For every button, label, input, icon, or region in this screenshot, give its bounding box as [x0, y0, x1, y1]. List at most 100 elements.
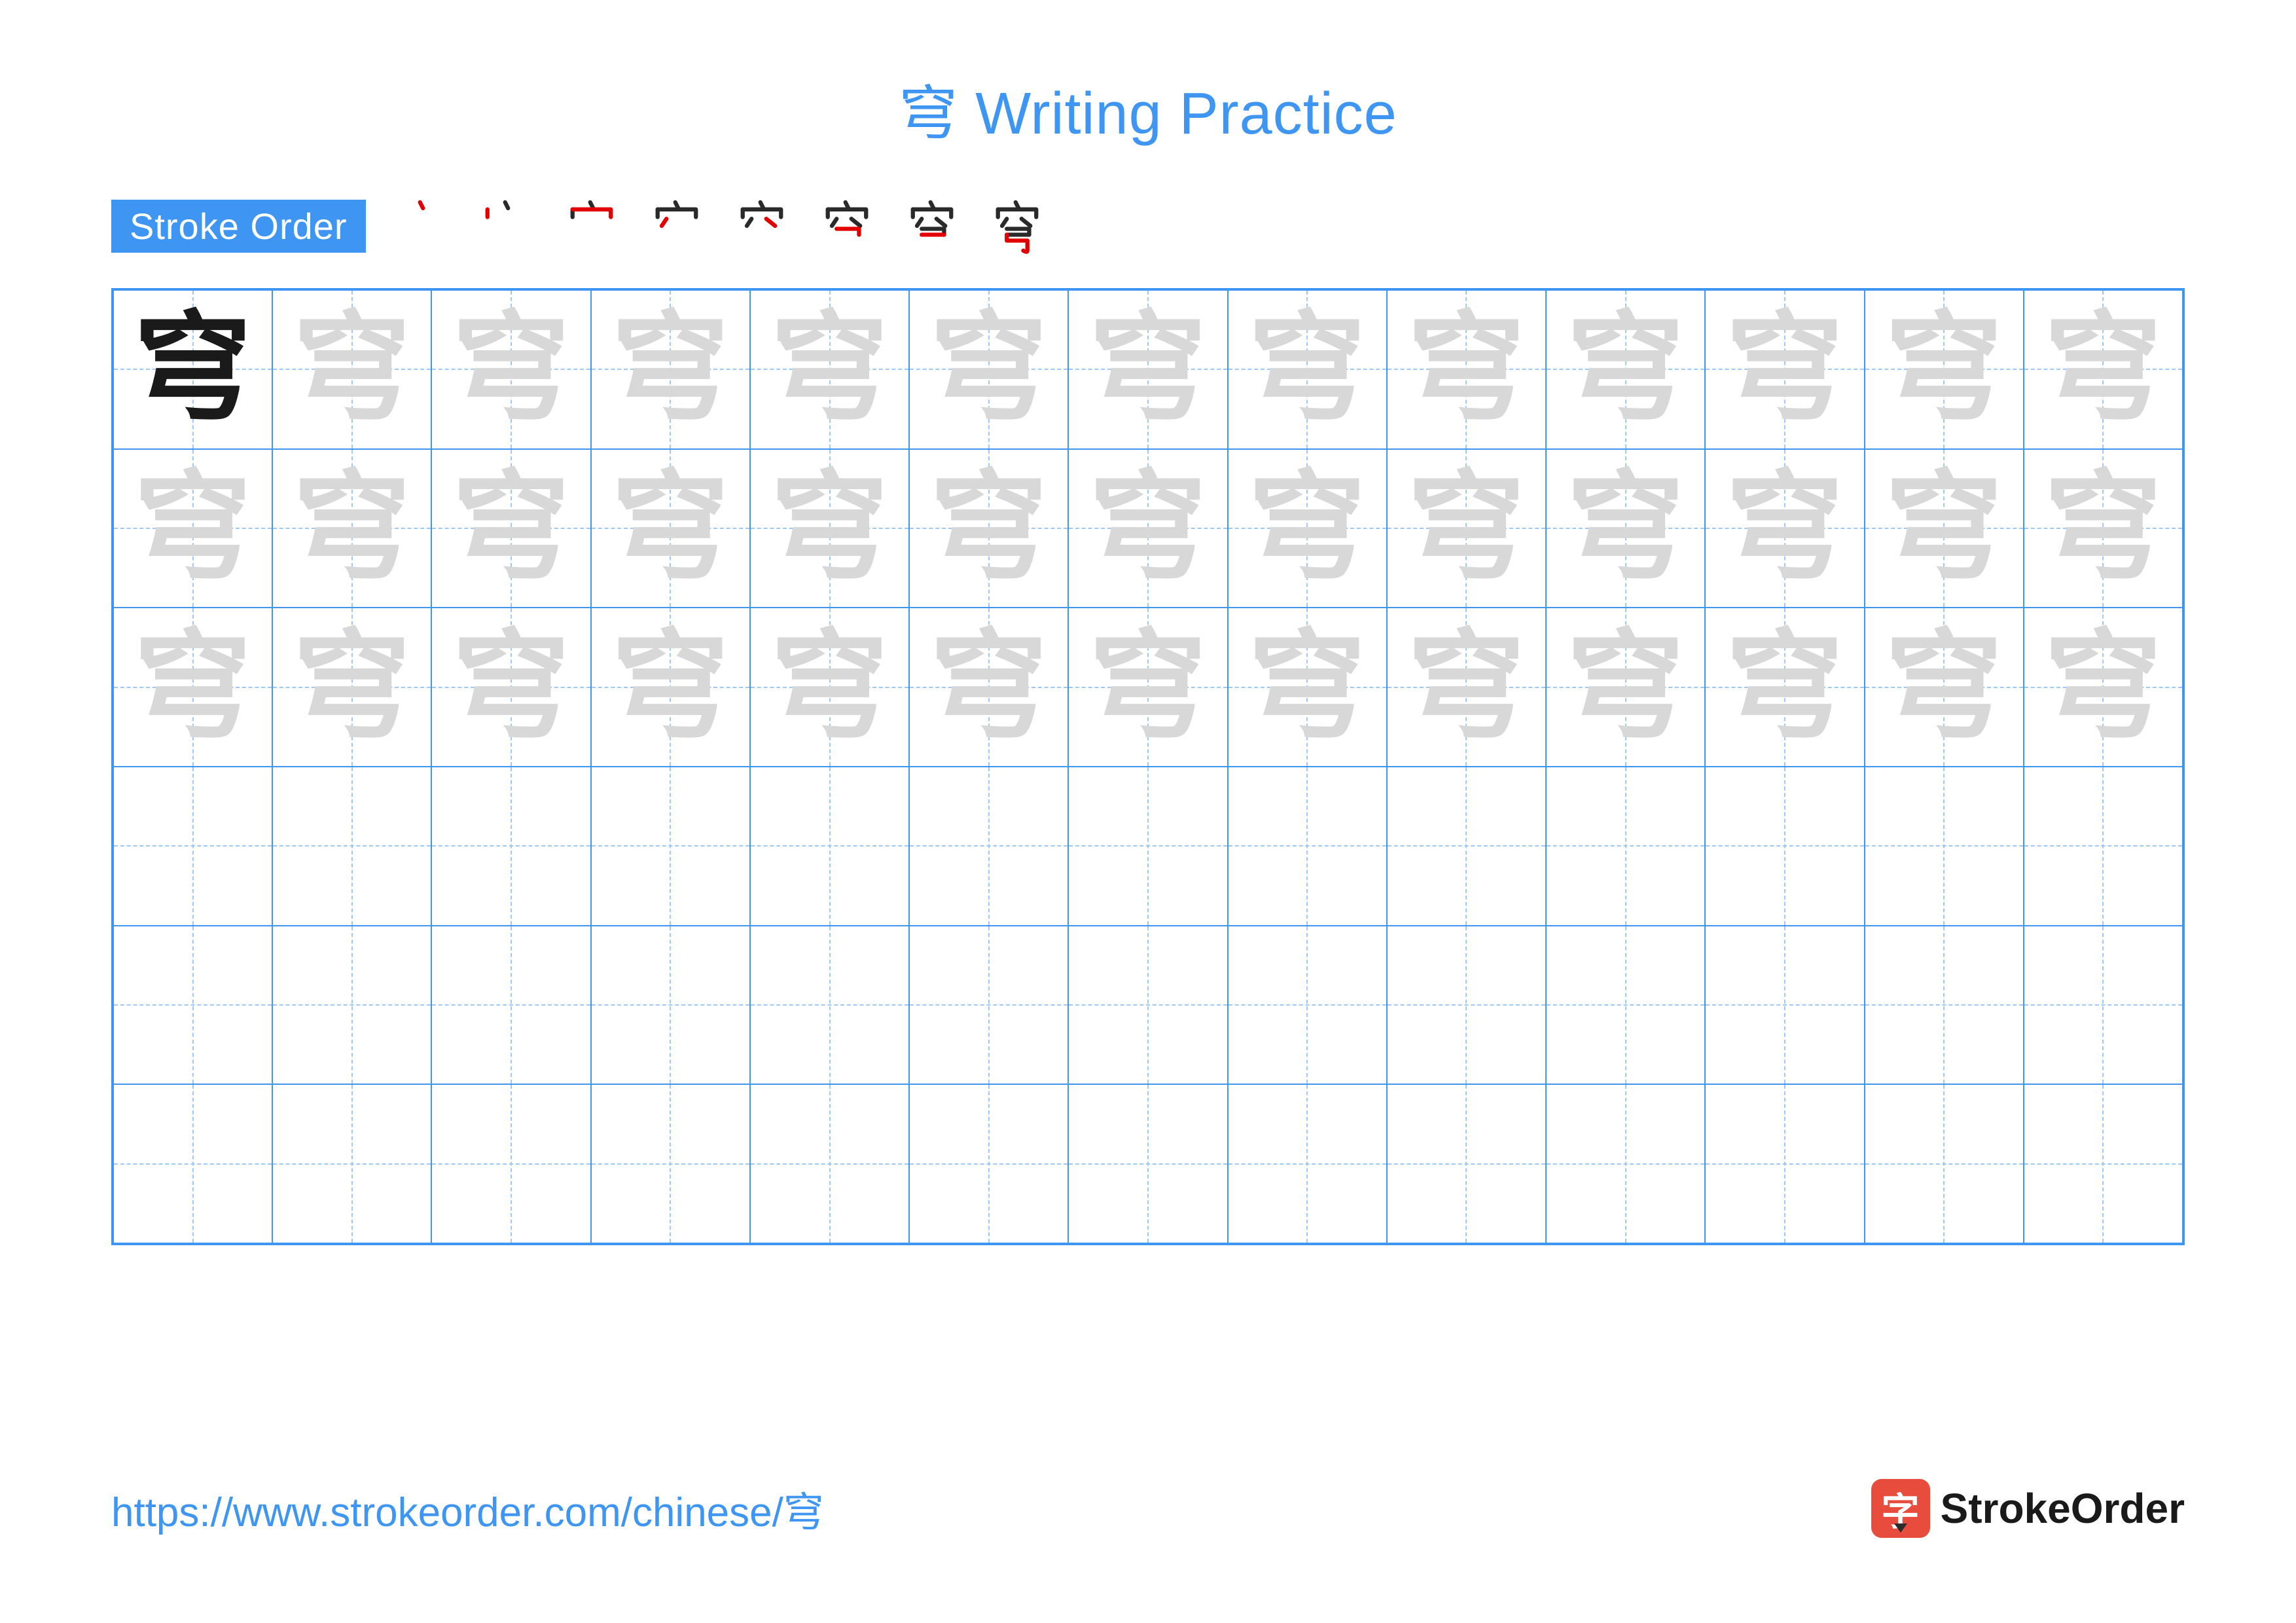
grid-cell: 穹: [1865, 608, 2024, 767]
trace-character: 穹: [1567, 469, 1685, 587]
model-character: 穹: [134, 310, 252, 428]
page-title: 穹 Writing Practice: [111, 65, 2185, 151]
trace-character: 穹: [293, 469, 411, 587]
grid-cell: 穹: [431, 449, 590, 608]
grid-cell: [591, 1084, 750, 1243]
grid-cell: [2024, 767, 2183, 926]
grid-cell: 穹: [1068, 290, 1227, 449]
grid-cell: [431, 926, 590, 1085]
stroke-steps: [392, 196, 1047, 255]
trace-character: 穹: [134, 629, 252, 746]
trace-character: 穹: [293, 310, 411, 428]
trace-character: 穹: [1567, 310, 1685, 428]
grid-cell: 穹: [272, 449, 431, 608]
trace-character: 穹: [1089, 469, 1207, 587]
trace-character: 穹: [1407, 310, 1525, 428]
grid-cell: 穹: [591, 608, 750, 767]
grid-cell: 穹: [113, 608, 272, 767]
grid-cell: [1546, 1084, 1705, 1243]
stroke-step-2: [477, 196, 536, 255]
trace-character: 穹: [452, 629, 570, 746]
grid-cell: [1228, 926, 1387, 1085]
practice-grid: 穹穹穹穹穹穹穹穹穹穹穹穹穹穹穹穹穹穹穹穹穹穹穹穹穹穹穹穹穹穹穹穹穹穹穹穹穹穹穹: [111, 288, 2185, 1245]
grid-cell: [1228, 767, 1387, 926]
trace-character: 穹: [134, 469, 252, 587]
trace-character: 穹: [1089, 310, 1207, 428]
grid-cell: [1068, 926, 1227, 1085]
grid-cell: 穹: [1865, 290, 2024, 449]
grid-cell: 穹: [591, 290, 750, 449]
grid-cell: 穹: [909, 449, 1068, 608]
grid-cell: [272, 926, 431, 1085]
grid-cell: 穹: [113, 449, 272, 608]
grid-cell: [1705, 767, 1864, 926]
stroke-order-row: Stroke Order: [111, 196, 2185, 255]
grid-cell: 穹: [750, 608, 909, 767]
grid-cell: 穹: [2024, 449, 2183, 608]
grid-cell: [1068, 767, 1227, 926]
grid-cell: 穹: [272, 608, 431, 767]
stroke-order-badge: Stroke Order: [111, 200, 366, 253]
logo: 字 StrokeOrder: [1871, 1479, 2185, 1538]
trace-character: 穹: [1407, 629, 1525, 746]
grid-cell: [2024, 1084, 2183, 1243]
trace-character: 穹: [1726, 310, 1844, 428]
trace-character: 穹: [930, 469, 1048, 587]
grid-cell: 穹: [431, 608, 590, 767]
trace-character: 穹: [611, 629, 729, 746]
trace-character: 穹: [611, 310, 729, 428]
trace-character: 穹: [2044, 310, 2162, 428]
grid-cell: 穹: [1546, 449, 1705, 608]
grid-cell: [1865, 926, 2024, 1085]
grid-cell: 穹: [750, 449, 909, 608]
trace-character: 穹: [1567, 629, 1685, 746]
grid-cell: 穹: [591, 449, 750, 608]
grid-cell: 穹: [1705, 449, 1864, 608]
grid-cell: [1865, 767, 2024, 926]
trace-character: 穹: [930, 629, 1048, 746]
trace-character: 穹: [771, 629, 889, 746]
trace-character: 穹: [611, 469, 729, 587]
grid-cell: 穹: [1705, 290, 1864, 449]
grid-cell: 穹: [909, 608, 1068, 767]
grid-cell: [113, 767, 272, 926]
grid-cell: [1705, 926, 1864, 1085]
grid-cell: [909, 926, 1068, 1085]
grid-cell: 穹: [909, 290, 1068, 449]
grid-cell: 穹: [113, 290, 272, 449]
grid-cell: [1387, 767, 1546, 926]
grid-cell: [591, 767, 750, 926]
grid-cell: 穹: [1865, 449, 2024, 608]
grid-cell: [272, 767, 431, 926]
grid-cell: [1865, 1084, 2024, 1243]
stroke-step-3: [562, 196, 621, 255]
grid-cell: [1068, 1084, 1227, 1243]
trace-character: 穹: [1885, 469, 2003, 587]
grid-cell: [909, 767, 1068, 926]
trace-character: 穹: [1089, 629, 1207, 746]
source-url: https://www.strokeorder.com/chinese/穹: [111, 1479, 824, 1538]
grid-cell: [1546, 926, 1705, 1085]
trace-character: 穹: [1407, 469, 1525, 587]
grid-cell: [1387, 926, 1546, 1085]
grid-cell: [591, 926, 750, 1085]
trace-character: 穹: [2044, 629, 2162, 746]
grid-cell: 穹: [431, 290, 590, 449]
grid-cell: 穹: [1546, 608, 1705, 767]
trace-character: 穹: [2044, 469, 2162, 587]
grid-cell: 穹: [750, 290, 909, 449]
grid-cell: 穹: [1387, 449, 1546, 608]
trace-character: 穹: [1248, 310, 1366, 428]
stroke-step-1: [392, 196, 451, 255]
trace-character: 穹: [452, 310, 570, 428]
grid-cell: [1228, 1084, 1387, 1243]
grid-cell: [2024, 926, 2183, 1085]
stroke-step-8: [988, 196, 1047, 255]
stroke-step-5: [732, 196, 791, 255]
trace-character: 穹: [1248, 629, 1366, 746]
grid-cell: 穹: [272, 290, 431, 449]
grid-cell: [272, 1084, 431, 1243]
trace-character: 穹: [771, 310, 889, 428]
footer: https://www.strokeorder.com/chinese/穹 字 …: [111, 1479, 2185, 1538]
grid-cell: 穹: [1546, 290, 1705, 449]
